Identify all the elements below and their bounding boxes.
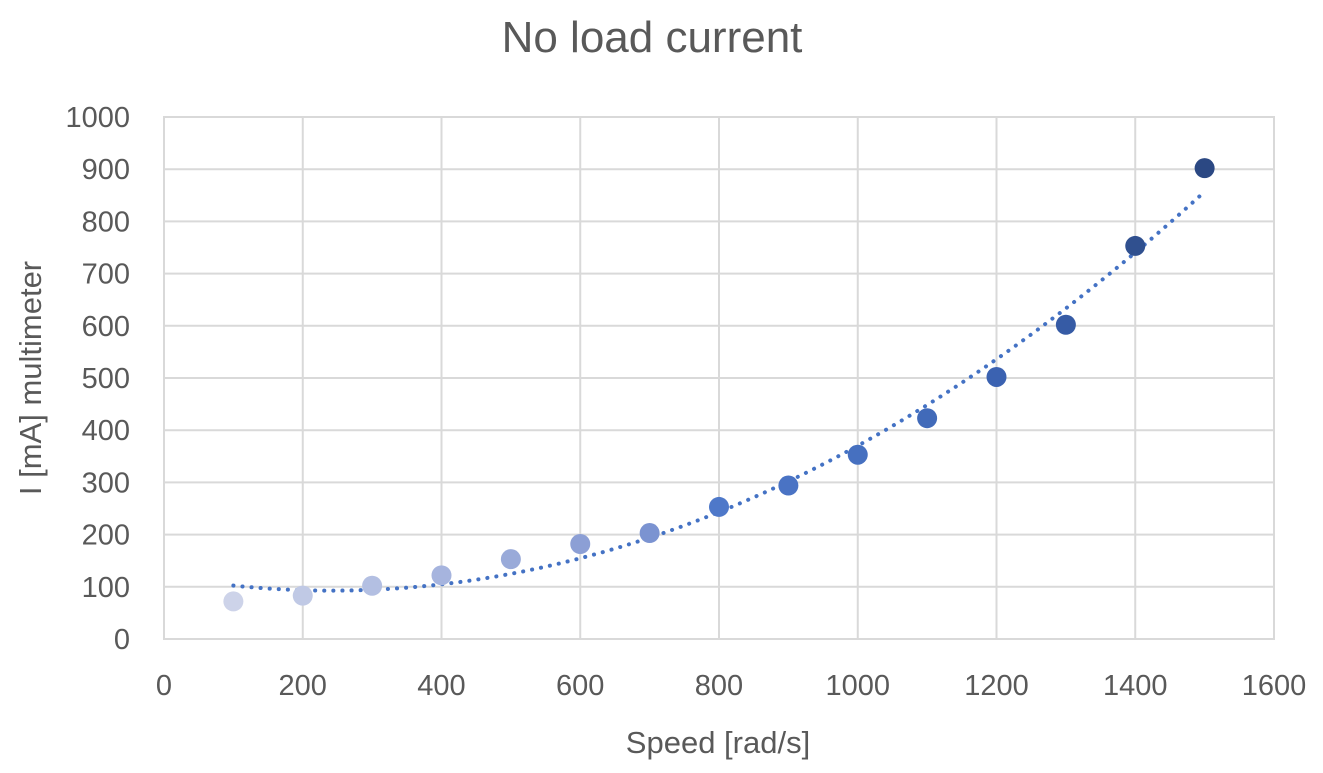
y-tick-label: 300 (82, 467, 130, 499)
data-point (292, 585, 313, 606)
data-points (223, 158, 1215, 612)
data-point (847, 444, 868, 465)
y-tick-label: 1000 (65, 102, 130, 134)
x-tick-label: 200 (279, 670, 327, 702)
y-tick-label: 600 (82, 311, 130, 343)
x-tick-label: 1200 (964, 670, 1029, 702)
y-tick-label: 700 (82, 259, 130, 291)
x-axis-title: Speed [rad/s] (626, 725, 810, 760)
data-point (570, 533, 591, 554)
data-point (500, 549, 521, 570)
y-axis-title: I [mA] multimeter (13, 261, 48, 495)
data-point (223, 591, 244, 612)
y-tick-label: 200 (82, 520, 130, 552)
x-tick-label: 1000 (825, 670, 890, 702)
data-point (1125, 235, 1146, 256)
grid (163, 116, 1275, 640)
data-point (709, 496, 729, 517)
x-tick-label: 600 (556, 670, 604, 702)
y-tick-label: 900 (82, 154, 130, 186)
data-point (639, 523, 660, 544)
y-tick-label: 800 (82, 206, 130, 238)
data-point (778, 475, 799, 496)
x-axis-tick-labels: 0 200 400 600 800 1000 1200 1400 1600 (156, 670, 1306, 702)
data-point (431, 565, 452, 586)
chart-title: No load current (502, 13, 803, 62)
y-tick-label: 500 (82, 363, 130, 395)
x-tick-label: 0 (156, 670, 172, 702)
plot-area-frame (163, 116, 1275, 640)
data-point (362, 575, 383, 596)
trendline-group (231, 189, 1207, 593)
x-tick-label: 800 (695, 670, 743, 702)
y-tick-label: 0 (114, 624, 130, 656)
x-tick-label: 1400 (1103, 670, 1168, 702)
x-tick-label: 1600 (1242, 670, 1307, 702)
y-tick-label: 400 (82, 415, 130, 447)
data-point (986, 366, 1007, 387)
y-axis-tick-labels: 0 100 200 300 400 500 600 700 800 900 1000 (65, 102, 130, 656)
data-point (1194, 158, 1215, 179)
y-tick-label: 100 (82, 572, 130, 604)
x-tick-label: 400 (417, 670, 465, 702)
data-point (917, 408, 938, 429)
data-point (1055, 314, 1076, 335)
polynomial-trendline (231, 189, 1207, 593)
